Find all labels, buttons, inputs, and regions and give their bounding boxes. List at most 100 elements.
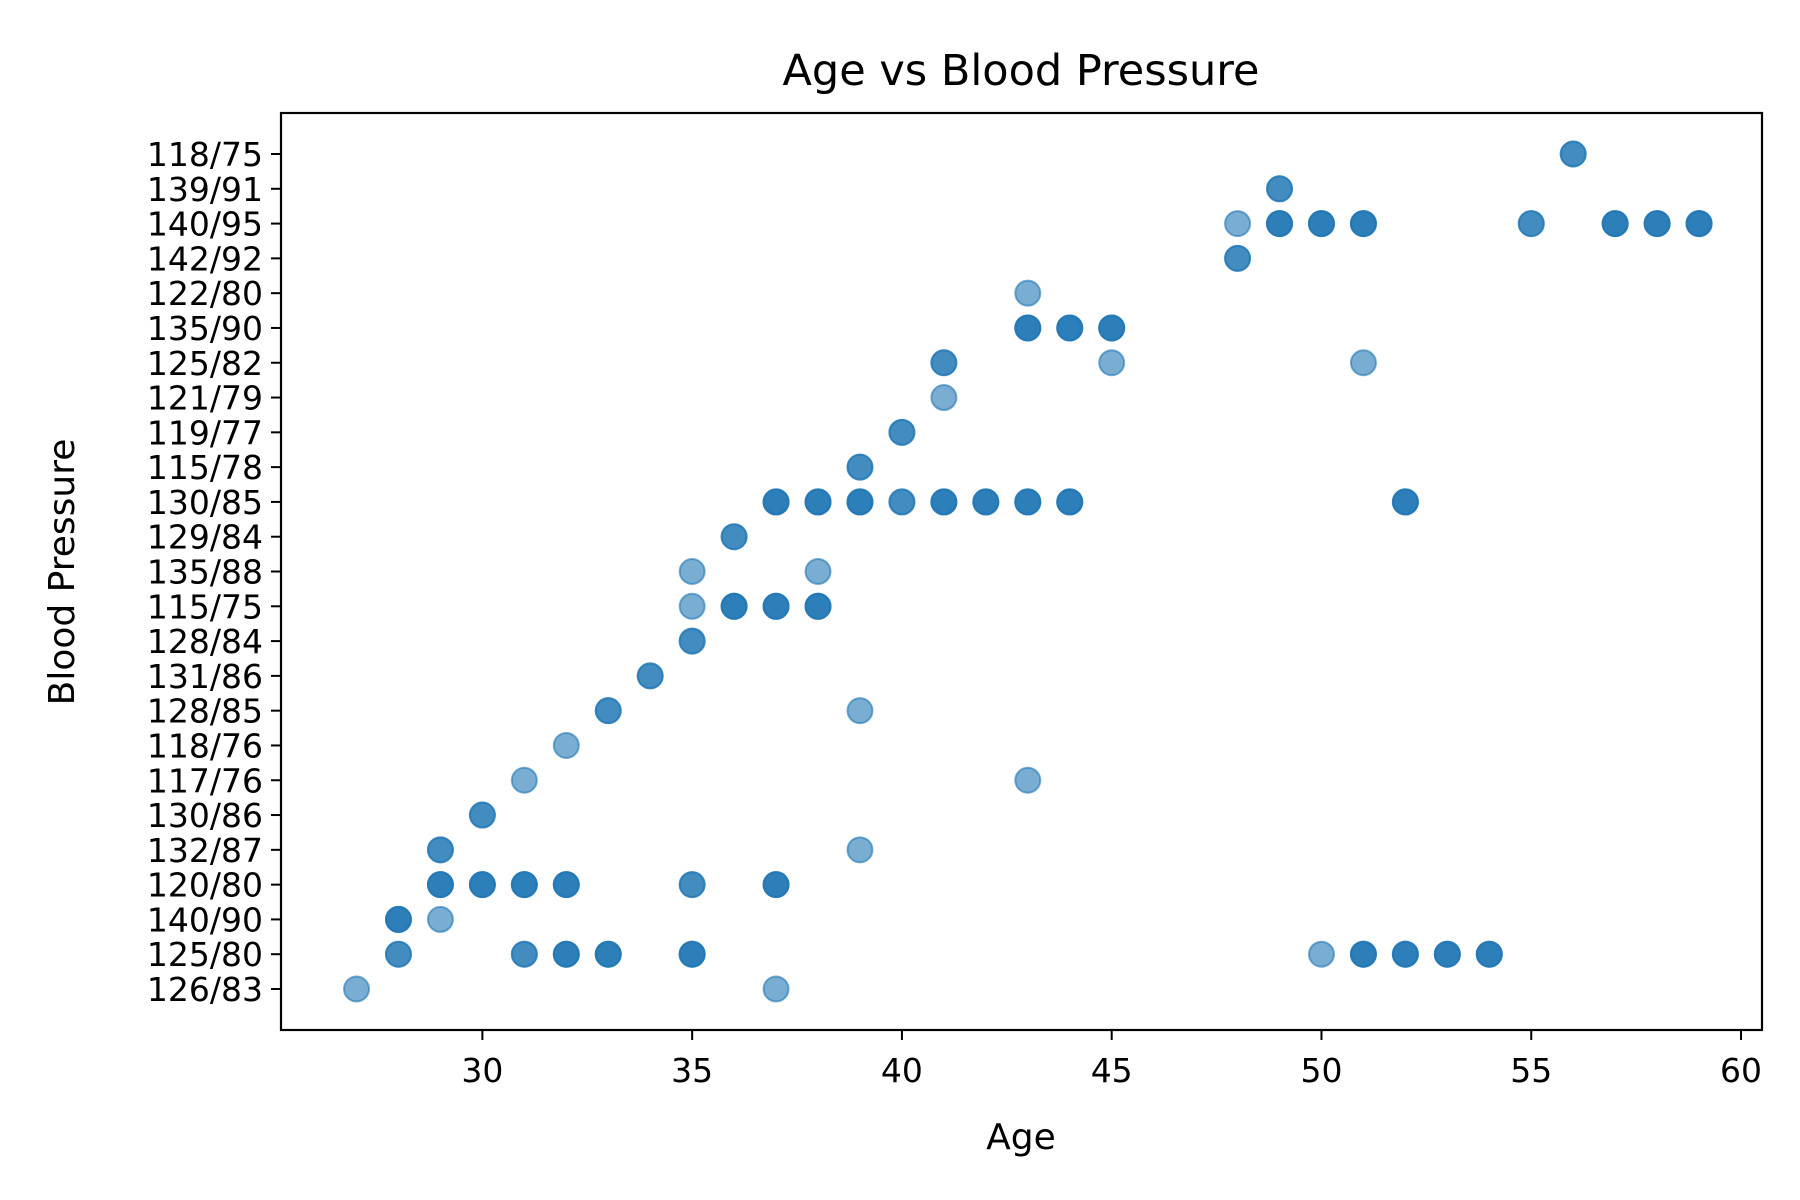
scatter-point bbox=[510, 940, 538, 968]
scatter-point bbox=[1349, 210, 1377, 238]
scatter-point bbox=[846, 697, 874, 725]
scatter-point bbox=[678, 627, 706, 655]
y-tick-label: 126/83 bbox=[147, 970, 263, 1009]
scatter-point bbox=[678, 592, 706, 620]
scatter-point bbox=[1224, 210, 1252, 238]
y-tick-label: 115/75 bbox=[147, 587, 263, 626]
scatter-point bbox=[343, 975, 371, 1003]
scatter-point bbox=[594, 940, 622, 968]
scatter-point bbox=[762, 592, 790, 620]
y-tick-label: 118/76 bbox=[147, 726, 263, 765]
scatter-point bbox=[426, 905, 454, 933]
x-tick-label: 60 bbox=[1720, 1051, 1762, 1090]
y-tick-label: 128/85 bbox=[147, 692, 263, 731]
scatter-point bbox=[1559, 140, 1587, 168]
y-tick-label: 125/80 bbox=[147, 935, 263, 974]
y-tick-label: 121/79 bbox=[147, 379, 263, 418]
y-tick-label: 140/95 bbox=[147, 205, 263, 244]
scatter-point bbox=[972, 488, 1000, 516]
scatter-point bbox=[1014, 279, 1042, 307]
scatter-point bbox=[426, 836, 454, 864]
y-tick-label: 119/77 bbox=[147, 413, 263, 452]
scatter-point bbox=[1266, 210, 1294, 238]
points-layer bbox=[343, 140, 1713, 1003]
scatter-point bbox=[804, 488, 832, 516]
x-tick-label: 50 bbox=[1300, 1051, 1342, 1090]
scatter-point bbox=[1014, 314, 1042, 342]
chart-title: Age vs Blood Pressure bbox=[783, 46, 1260, 96]
scatter-point bbox=[1685, 210, 1713, 238]
scatter-point bbox=[468, 801, 496, 829]
x-tick-label: 55 bbox=[1510, 1051, 1552, 1090]
scatter-point bbox=[1098, 349, 1126, 377]
scatter-point bbox=[678, 558, 706, 585]
x-axis-label: Age bbox=[986, 1117, 1056, 1158]
x-tick-label: 45 bbox=[1091, 1051, 1133, 1090]
scatter-point bbox=[552, 871, 580, 899]
scatter-point bbox=[1224, 244, 1252, 272]
scatter-point bbox=[678, 940, 706, 968]
x-axis: 30 35 40 45 50 55 60 bbox=[461, 1030, 1762, 1090]
y-tick-label: 130/85 bbox=[147, 483, 263, 522]
y-tick-label: 120/80 bbox=[147, 866, 263, 905]
scatter-point bbox=[510, 766, 538, 794]
scatter-point bbox=[426, 871, 454, 899]
scatter-point bbox=[1307, 210, 1335, 238]
y-tick-label: 128/84 bbox=[147, 622, 263, 661]
scatter-point bbox=[1098, 314, 1126, 342]
x-tick-label: 40 bbox=[881, 1051, 923, 1090]
scatter-point bbox=[1475, 940, 1503, 968]
scatter-point bbox=[1349, 349, 1377, 377]
scatter-point bbox=[888, 488, 916, 516]
scatter-point bbox=[1307, 940, 1335, 968]
scatter-point bbox=[678, 871, 706, 899]
scatter-point bbox=[720, 523, 748, 551]
y-tick-label: 135/88 bbox=[147, 553, 263, 592]
scatter-point bbox=[1056, 314, 1084, 342]
y-tick-label: 140/90 bbox=[147, 900, 263, 939]
y-axis-label: Blood Pressure bbox=[42, 439, 83, 706]
scatter-point bbox=[1266, 175, 1294, 203]
x-tick-label: 30 bbox=[461, 1051, 503, 1090]
scatter-point bbox=[552, 940, 580, 968]
y-tick-label: 118/75 bbox=[147, 135, 263, 174]
y-tick-label: 142/92 bbox=[147, 239, 263, 278]
scatter-point bbox=[1014, 488, 1042, 516]
y-tick-label: 122/80 bbox=[147, 274, 263, 313]
scatter-point bbox=[510, 871, 538, 899]
scatter-point bbox=[1517, 210, 1545, 238]
scatter-point bbox=[888, 418, 916, 446]
scatter-point bbox=[1643, 210, 1671, 238]
scatter-point bbox=[636, 662, 664, 690]
y-tick-label: 132/87 bbox=[147, 831, 263, 870]
y-tick-label: 131/86 bbox=[147, 657, 263, 696]
scatter-point bbox=[1391, 488, 1419, 516]
scatter-point bbox=[762, 975, 790, 1003]
scatter-point bbox=[846, 836, 874, 864]
scatter-point bbox=[594, 697, 622, 725]
scatter-point bbox=[468, 871, 496, 899]
scatter-point bbox=[930, 349, 958, 377]
scatter-point bbox=[1349, 940, 1377, 968]
scatter-point bbox=[1056, 488, 1084, 516]
y-tick-label: 139/91 bbox=[147, 170, 263, 209]
y-tick-label: 115/78 bbox=[147, 448, 263, 487]
scatter-point bbox=[384, 940, 412, 968]
scatter-point bbox=[1433, 940, 1461, 968]
scatter-point bbox=[846, 453, 874, 481]
x-tick-label: 35 bbox=[671, 1051, 713, 1090]
scatter-point bbox=[930, 384, 958, 412]
scatter-point bbox=[1014, 766, 1042, 794]
scatter-point bbox=[762, 871, 790, 899]
y-tick-label: 117/76 bbox=[147, 761, 263, 800]
scatter-point bbox=[1391, 940, 1419, 968]
y-tick-label: 129/84 bbox=[147, 518, 263, 557]
scatter-point bbox=[384, 905, 412, 933]
y-tick-label: 135/90 bbox=[147, 309, 263, 348]
scatter-point bbox=[804, 592, 832, 620]
scatter-point bbox=[552, 731, 580, 759]
scatter-point bbox=[804, 558, 832, 585]
scatter-point bbox=[930, 488, 958, 516]
